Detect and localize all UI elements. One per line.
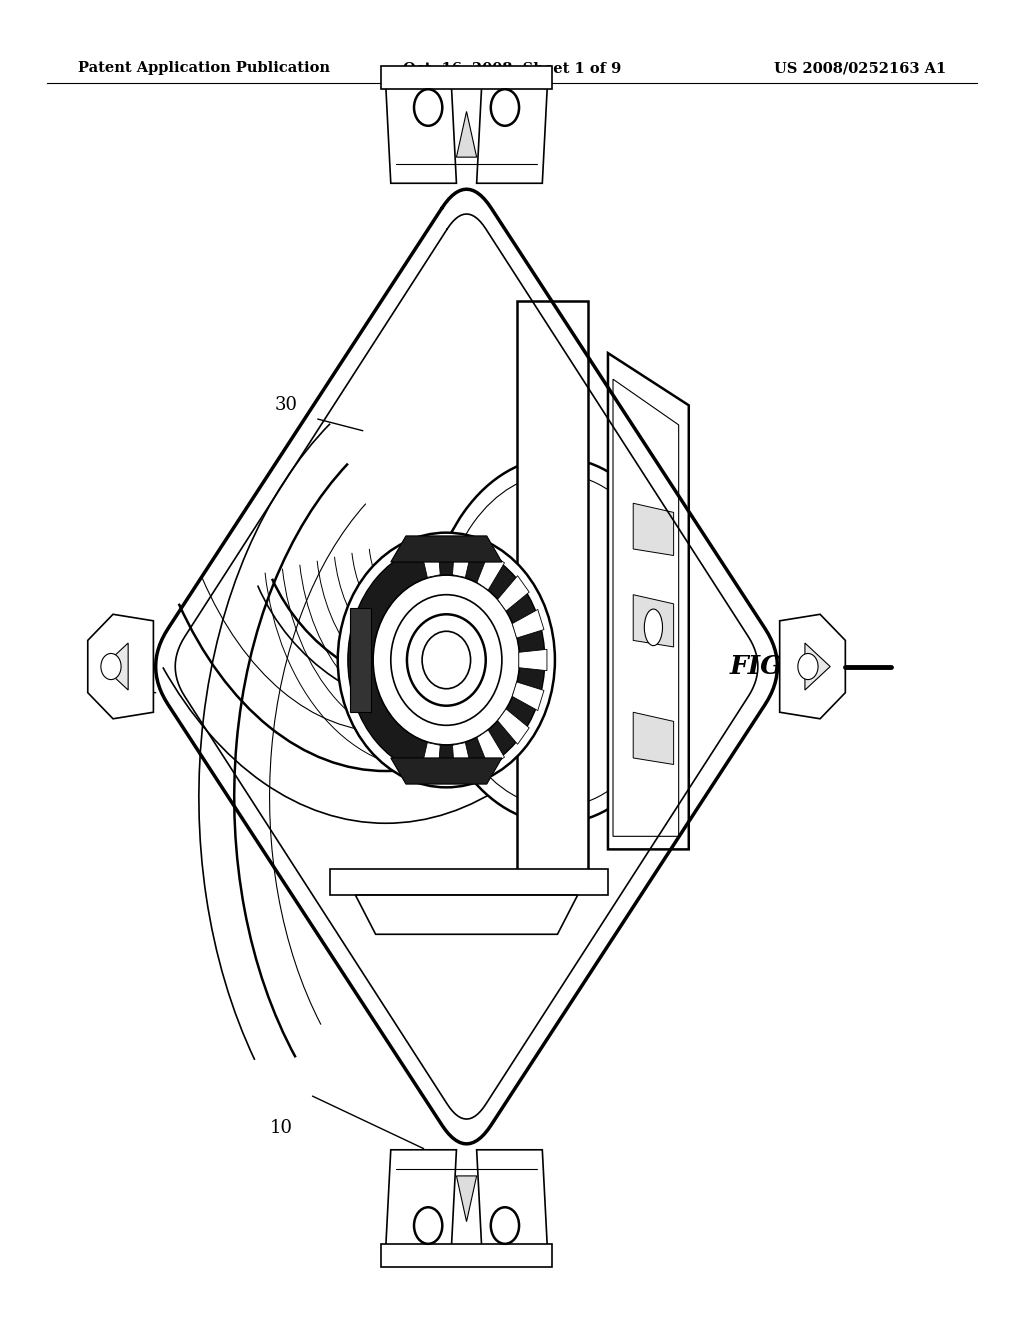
Polygon shape xyxy=(457,1176,476,1221)
Circle shape xyxy=(414,90,442,125)
Polygon shape xyxy=(608,352,689,849)
Polygon shape xyxy=(476,86,548,183)
Polygon shape xyxy=(498,709,529,744)
Polygon shape xyxy=(512,610,544,638)
Polygon shape xyxy=(102,643,128,690)
Polygon shape xyxy=(633,713,674,764)
Text: 30: 30 xyxy=(274,396,298,414)
Polygon shape xyxy=(386,86,457,183)
Polygon shape xyxy=(633,503,674,556)
Polygon shape xyxy=(498,576,529,611)
Text: US 2008/0252163 A1: US 2008/0252163 A1 xyxy=(774,61,946,75)
Ellipse shape xyxy=(644,609,663,645)
Polygon shape xyxy=(350,607,371,713)
Polygon shape xyxy=(386,1150,457,1247)
Text: 10: 10 xyxy=(269,1118,293,1137)
Polygon shape xyxy=(477,552,505,590)
Ellipse shape xyxy=(426,458,689,824)
Circle shape xyxy=(490,1208,519,1243)
Polygon shape xyxy=(457,111,476,157)
Ellipse shape xyxy=(348,544,545,776)
Text: FIG. 1: FIG. 1 xyxy=(730,653,819,678)
Polygon shape xyxy=(453,743,473,779)
Ellipse shape xyxy=(373,576,519,744)
Polygon shape xyxy=(805,643,830,690)
Ellipse shape xyxy=(422,631,471,689)
Polygon shape xyxy=(519,649,547,671)
Polygon shape xyxy=(355,895,578,935)
Polygon shape xyxy=(391,758,502,784)
Ellipse shape xyxy=(338,533,555,787)
Polygon shape xyxy=(391,536,502,562)
Polygon shape xyxy=(420,541,440,577)
Polygon shape xyxy=(381,1243,552,1267)
Ellipse shape xyxy=(407,614,485,706)
Polygon shape xyxy=(420,743,440,779)
Text: Patent Application Publication: Patent Application Publication xyxy=(78,61,330,75)
Circle shape xyxy=(414,1208,442,1243)
Circle shape xyxy=(101,653,121,680)
Polygon shape xyxy=(633,595,674,647)
Polygon shape xyxy=(156,189,777,1144)
Circle shape xyxy=(490,90,519,125)
Polygon shape xyxy=(517,301,588,875)
Text: 1: 1 xyxy=(123,684,134,702)
Polygon shape xyxy=(330,869,608,895)
Polygon shape xyxy=(453,541,473,577)
Ellipse shape xyxy=(438,474,676,807)
Circle shape xyxy=(798,653,818,680)
Ellipse shape xyxy=(391,595,502,725)
Text: Oct. 16, 2008  Sheet 1 of 9: Oct. 16, 2008 Sheet 1 of 9 xyxy=(402,61,622,75)
Polygon shape xyxy=(512,682,544,710)
Polygon shape xyxy=(88,614,154,719)
Polygon shape xyxy=(381,66,552,90)
Polygon shape xyxy=(476,1150,548,1247)
Polygon shape xyxy=(779,614,846,719)
Polygon shape xyxy=(613,379,679,837)
Polygon shape xyxy=(477,730,505,768)
